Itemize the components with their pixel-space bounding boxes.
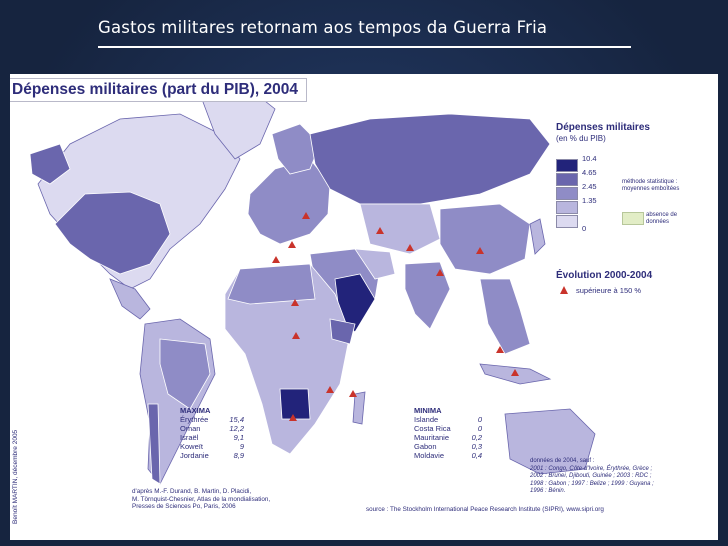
- region-brazil: [159, 338, 211, 410]
- evolution-legend-marker: [560, 286, 568, 294]
- table-row: Costa Rica 0: [414, 424, 482, 433]
- table-row: Islande 0: [414, 415, 482, 424]
- legend-class-label: 0: [582, 224, 587, 233]
- region-central-america: [109, 278, 151, 320]
- legend-no-data-label: absence de données: [646, 212, 678, 225]
- region-angola: [279, 388, 311, 420]
- region-north-africa: [227, 263, 316, 305]
- map-heading: Dépenses militaires (part du PIB), 2004: [10, 78, 307, 102]
- table-row: Érythrée 15,4: [180, 415, 244, 424]
- legend-swatch-3: [556, 187, 578, 200]
- region-southeast-asia: [479, 278, 531, 355]
- world-map: [10, 74, 718, 540]
- evolution-marker: [349, 390, 357, 397]
- region-chile: [147, 403, 161, 485]
- region-africa: [224, 263, 351, 455]
- region-usa: [54, 191, 171, 275]
- maxima-title: MAXIMA: [180, 406, 211, 415]
- legend-swatch-5: [556, 215, 578, 228]
- region-scandinavia: [271, 123, 321, 175]
- legend-swatch-2: [556, 173, 578, 186]
- evolution-markers: [272, 212, 519, 421]
- source-credit: d'après M.-F. Durand, B. Martin, D. Plac…: [132, 488, 271, 510]
- table-row: Mauritanie 0,2: [414, 433, 482, 442]
- evolution-marker: [302, 212, 310, 219]
- region-china: [439, 203, 531, 275]
- legend: Dépenses militaires (en % du PIB): [556, 122, 716, 143]
- region-horn-of-africa: [329, 318, 356, 345]
- table-row: Oman 12,2: [180, 424, 244, 433]
- evolution-title: Évolution 2000-2004: [556, 270, 653, 281]
- legend-subtitle: (en % du PIB): [556, 134, 606, 143]
- region-iran: [354, 248, 396, 280]
- evolution-marker: [292, 332, 300, 339]
- evolution-marker: [272, 256, 280, 263]
- region-madagascar: [352, 391, 366, 425]
- legend-class-label: 2.45: [582, 182, 597, 191]
- table-row: Moldavie 0,4: [414, 451, 482, 460]
- evolution-label: supérieure à 150 %: [576, 286, 642, 295]
- legend-no-data-swatch: [622, 212, 644, 225]
- evolution-marker: [436, 269, 444, 276]
- evolution-marker: [289, 414, 297, 421]
- evolution-marker: [496, 346, 504, 353]
- evolution-marker: [288, 241, 296, 248]
- map-panel: Dépenses militaires (part du PIB), 2004 …: [10, 74, 718, 540]
- table-row: Gabon 0,3: [414, 442, 482, 451]
- evolution-marker: [326, 386, 334, 393]
- region-russia: [309, 113, 551, 205]
- region-india: [404, 261, 451, 330]
- region-alaska: [29, 143, 71, 185]
- maxima-table: MAXIMA Érythrée 15,4 Oman 12,2 Israël 9,1 K…: [180, 406, 244, 460]
- legend-swatch-4: [556, 201, 578, 214]
- region-japan: [529, 218, 546, 255]
- evolution-marker: [476, 247, 484, 254]
- source-line: source : The Stockholm International Pea…: [366, 506, 604, 513]
- legend-class-label: 1.35: [582, 196, 597, 205]
- vertical-credit: Benoît MARTIN, décembre 2005: [12, 429, 19, 524]
- table-row: Koweït 9: [180, 442, 244, 451]
- legend-class-label: 4.65: [582, 168, 597, 177]
- table-row: Israël 9,1: [180, 433, 244, 442]
- legend-method-note: méthode statistique : moyennes emboîtées: [622, 179, 680, 192]
- legend-swatch-1: [556, 159, 578, 172]
- evolution-marker: [511, 369, 519, 376]
- data-note: données de 2004, sauf : 2001 : Congo, Cô…: [530, 458, 654, 494]
- evolution-marker: [406, 244, 414, 251]
- legend-title: Dépenses militaires: [556, 122, 650, 133]
- region-central-asia: [359, 203, 441, 255]
- table-row: Jordanie 8,9: [180, 451, 244, 460]
- minima-table: MINIMA Islande 0 Costa Rica 0 Mauritanie 0,…: [414, 406, 482, 460]
- evolution-marker: [291, 299, 299, 306]
- region-australia: [504, 408, 596, 475]
- slide-title: Gastos militares retornam aos tempos da …: [98, 18, 548, 37]
- title-underline: [98, 46, 631, 48]
- evolution-marker: [376, 227, 384, 234]
- minima-title: MINIMA: [414, 406, 442, 415]
- legend-class-label: 10.4: [582, 154, 597, 163]
